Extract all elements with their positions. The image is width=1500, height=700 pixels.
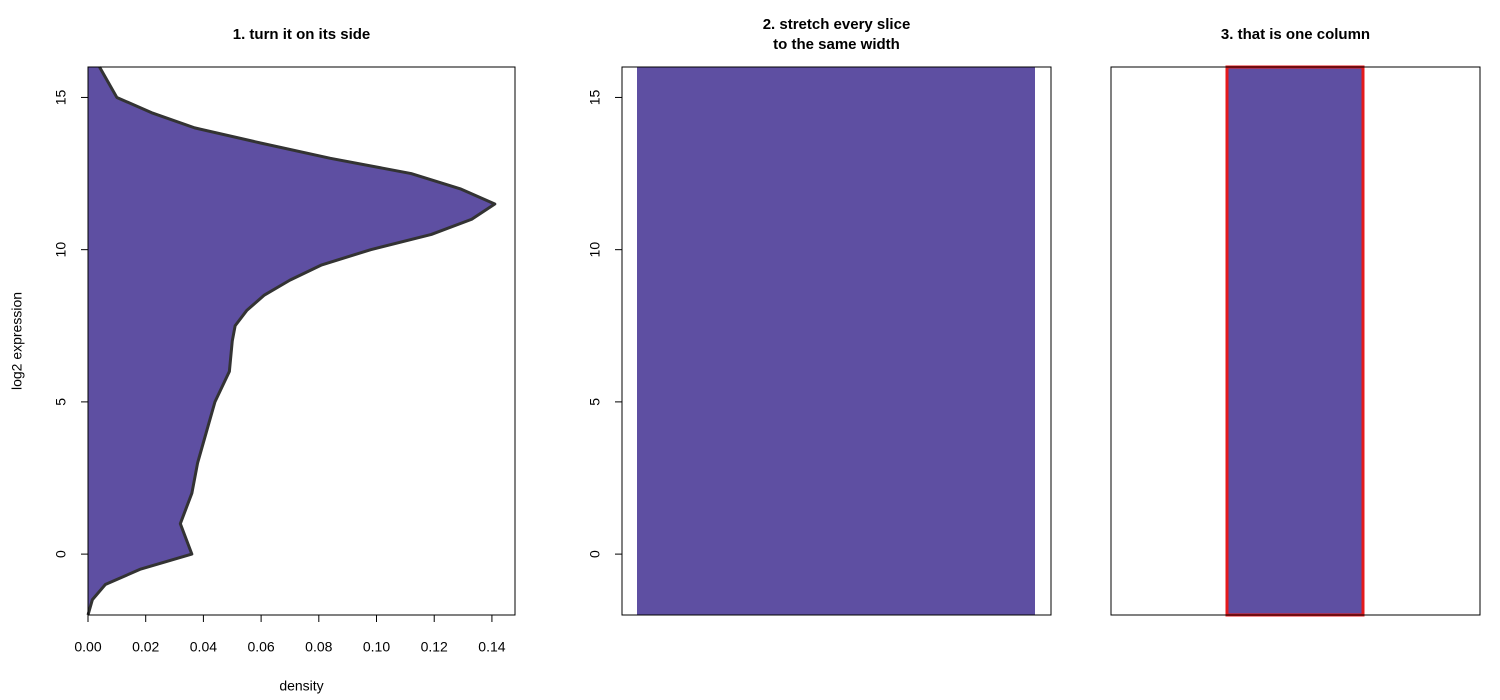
chart-title: 2. stretch every slice bbox=[763, 16, 911, 33]
density-curve bbox=[86, 66, 497, 616]
x-tick-label: 0.06 bbox=[247, 639, 274, 655]
y-tick-label: 0 bbox=[53, 550, 69, 558]
chart-title: to the same width bbox=[773, 36, 900, 53]
plot-frame bbox=[621, 66, 1052, 616]
x-tick-label: 0.08 bbox=[305, 639, 332, 655]
y-axis-label: log2 expression bbox=[9, 292, 25, 390]
plot-frame bbox=[1110, 66, 1481, 616]
chart-title: 3. that is one column bbox=[1221, 26, 1370, 43]
y-tick-label: 15 bbox=[587, 89, 603, 105]
x-tick-label: 0.14 bbox=[478, 639, 505, 655]
density-strip bbox=[1225, 65, 1365, 617]
y-tick-label: 15 bbox=[53, 89, 69, 105]
x-tick-label: 0.02 bbox=[132, 639, 159, 655]
density-area bbox=[88, 67, 495, 615]
y-tick-label: 0 bbox=[587, 550, 603, 558]
x-tick-label: 0.10 bbox=[363, 639, 390, 655]
x-tick-label: 0.00 bbox=[74, 639, 101, 655]
y-tick-label: 10 bbox=[587, 242, 603, 258]
chart-title: 1. turn it on its side bbox=[233, 26, 371, 43]
x-tick-label: 0.12 bbox=[421, 639, 448, 655]
x-tick-label: 0.04 bbox=[190, 639, 217, 655]
plot-frame bbox=[87, 66, 516, 616]
y-tick-label: 5 bbox=[53, 398, 69, 406]
y-tick-label: 10 bbox=[53, 242, 69, 258]
density-strip bbox=[637, 67, 1035, 615]
x-axis-label: density bbox=[279, 678, 323, 694]
y-tick-label: 5 bbox=[587, 398, 603, 406]
